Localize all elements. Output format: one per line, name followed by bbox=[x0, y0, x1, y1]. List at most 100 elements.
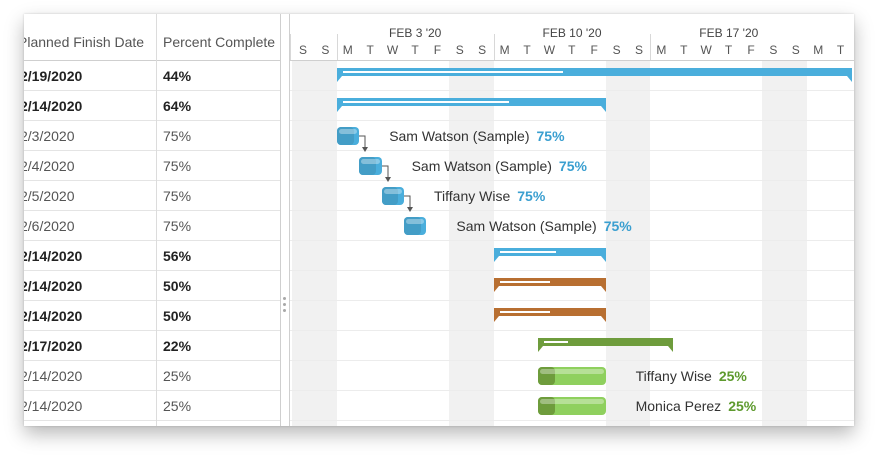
summary-bar[interactable] bbox=[493, 278, 606, 292]
task-percent: 75% bbox=[517, 188, 546, 204]
timeline: S S M T W T F S S M T W T F S S M T W T F S S M T FEB 3 '20 FEB 10… bbox=[290, 14, 854, 426]
cell-percent-complete: 22% bbox=[163, 338, 192, 354]
summary-cap bbox=[493, 286, 499, 292]
day-label: T bbox=[523, 43, 531, 57]
timeline-row-divider bbox=[290, 150, 854, 151]
cell-percent-complete: 56% bbox=[163, 248, 192, 264]
day-label: T bbox=[568, 43, 576, 57]
resource-name: Tiffany Wise bbox=[434, 188, 511, 204]
weekend-band bbox=[471, 61, 494, 426]
summary-progress bbox=[499, 251, 557, 253]
timeline-row-divider bbox=[290, 330, 854, 331]
timeline-row-divider bbox=[290, 390, 854, 391]
table-row[interactable]: 2/4/2020 75% bbox=[24, 151, 280, 181]
cell-percent-complete: 75% bbox=[163, 158, 192, 174]
cell-percent-complete: 75% bbox=[163, 128, 192, 144]
table-row[interactable]: 2/14/2020 50% bbox=[24, 301, 280, 331]
table-row[interactable]: 2/14/2020 25% bbox=[24, 361, 280, 391]
task-bar[interactable] bbox=[359, 157, 382, 175]
table-row[interactable]: 2/14/2020 56% bbox=[24, 241, 280, 271]
task-bar[interactable] bbox=[538, 367, 606, 385]
task-progress bbox=[538, 397, 556, 415]
resource-name: Sam Watson (Sample) bbox=[389, 128, 530, 144]
weekend-band bbox=[605, 61, 628, 426]
summary-bar[interactable] bbox=[538, 338, 673, 352]
table-row[interactable]: 2/14/2020 50% bbox=[24, 271, 280, 301]
summary-bar[interactable] bbox=[336, 98, 606, 112]
task-gloss bbox=[540, 399, 604, 404]
summary-cap bbox=[600, 286, 606, 292]
splitter-border-left bbox=[280, 14, 281, 426]
weekend-band bbox=[448, 61, 472, 426]
timeline-header: S S M T W T F S S M T W T F S S M T W T F S S M T FEB 3 '20 FEB 10… bbox=[290, 14, 854, 61]
task-percent: 75% bbox=[558, 158, 587, 174]
task-gloss bbox=[540, 369, 604, 374]
cell-percent-complete: 50% bbox=[163, 278, 192, 294]
timeline-row-divider bbox=[290, 300, 854, 301]
resource-name: Sam Watson (Sample) bbox=[411, 158, 552, 174]
splitter-handle[interactable] bbox=[282, 297, 287, 315]
cell-planned-finish-date: 2/4/2020 bbox=[24, 158, 75, 174]
timeline-row-divider bbox=[290, 180, 854, 181]
dependency-arrow[interactable] bbox=[380, 164, 396, 184]
dependency-arrow[interactable] bbox=[402, 194, 418, 214]
day-label: T bbox=[680, 43, 688, 57]
cell-planned-finish-date: 2/14/2020 bbox=[24, 278, 83, 294]
day-label: W bbox=[386, 43, 399, 57]
summary-cap bbox=[538, 346, 544, 352]
task-bar[interactable] bbox=[404, 217, 427, 235]
column-header-percent-complete[interactable]: Percent Complete bbox=[163, 34, 276, 50]
table-row[interactable]: 2/6/2020 75% bbox=[24, 211, 280, 241]
task-bar[interactable] bbox=[336, 127, 360, 145]
cell-planned-finish-date: 2/14/2020 bbox=[24, 398, 83, 414]
gantt-chart: Planned Finish Date Percent Complete 2/1… bbox=[24, 14, 854, 426]
timeline-row-divider bbox=[290, 210, 854, 211]
day-label: T bbox=[366, 43, 374, 57]
summary-cap bbox=[667, 346, 673, 352]
table-row[interactable]: 2/14/2020 25% bbox=[24, 391, 280, 421]
column-divider bbox=[156, 14, 157, 426]
table-row[interactable]: 2/19/2020 44% bbox=[24, 61, 280, 91]
summary-cap bbox=[336, 76, 342, 82]
table-row[interactable]: 2/14/2020 64% bbox=[24, 91, 280, 121]
cell-percent-complete: 25% bbox=[163, 368, 192, 384]
task-bar[interactable] bbox=[381, 187, 404, 205]
table-row[interactable]: 2/3/2020 75% bbox=[24, 121, 280, 151]
table-row[interactable]: 2/14/2020 25% bbox=[24, 421, 280, 426]
day-label: M bbox=[813, 43, 824, 57]
task-label: Tiffany Wise 75% bbox=[434, 187, 545, 205]
task-progress bbox=[538, 367, 556, 385]
cell-percent-complete: 44% bbox=[163, 68, 192, 84]
cell-percent-complete: 75% bbox=[163, 188, 192, 204]
resource-name: Sam Watson (Sample) bbox=[456, 218, 597, 234]
task-progress bbox=[381, 187, 399, 205]
timeline-row-divider bbox=[290, 420, 854, 421]
summary-bar[interactable] bbox=[493, 248, 606, 262]
task-percent: 75% bbox=[603, 218, 632, 234]
summary-bar[interactable] bbox=[493, 308, 606, 322]
task-gloss bbox=[383, 189, 402, 194]
day-label: S bbox=[298, 43, 307, 57]
cell-percent-complete: 64% bbox=[163, 98, 192, 114]
cell-planned-finish-date: 2/14/2020 bbox=[24, 308, 83, 324]
summary-bar[interactable] bbox=[336, 68, 852, 82]
task-bar[interactable] bbox=[538, 397, 606, 415]
task-progress bbox=[404, 217, 421, 235]
summary-cap bbox=[846, 76, 852, 82]
summary-cap bbox=[600, 106, 606, 112]
day-label: T bbox=[411, 43, 419, 57]
week-label: FEB 10 '20 bbox=[542, 26, 602, 40]
column-header-planned-finish-date[interactable]: Planned Finish Date bbox=[24, 34, 145, 50]
day-label: S bbox=[769, 43, 778, 57]
dependency-arrow[interactable] bbox=[357, 134, 373, 154]
resource-name: Tiffany Wise bbox=[635, 368, 712, 384]
task-percent: 25% bbox=[718, 368, 747, 384]
week-divider bbox=[336, 34, 338, 60]
day-label: S bbox=[634, 43, 643, 57]
cell-planned-finish-date: 2/14/2020 bbox=[24, 248, 83, 264]
table-row[interactable]: 2/5/2020 75% bbox=[24, 181, 280, 211]
task-label: Monica Perez 25% bbox=[636, 397, 757, 415]
task-label: Sam Watson (Sample) 75% bbox=[389, 127, 564, 145]
cell-planned-finish-date: 2/14/2020 bbox=[24, 421, 82, 426]
table-row[interactable]: 2/17/2020 22% bbox=[24, 331, 280, 361]
